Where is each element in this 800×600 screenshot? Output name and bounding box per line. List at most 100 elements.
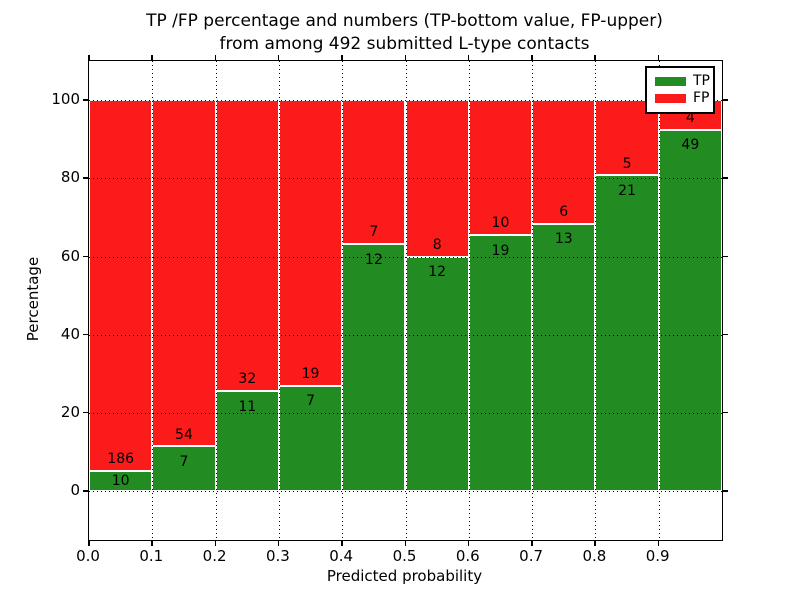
gridline-v — [595, 61, 597, 540]
bar-label-tp: 11 — [238, 398, 257, 415]
legend: TP FP — [645, 66, 715, 114]
bar-label-fp: 8 — [432, 236, 442, 253]
bar-label-fp: 7 — [369, 224, 379, 241]
bar-segment-tp — [532, 223, 596, 492]
legend-label-tp: TP — [693, 73, 710, 89]
y-tick — [83, 411, 88, 414]
chart-title: TP /FP percentage and numbers (TP-bottom… — [88, 10, 721, 56]
gridline-v — [405, 61, 407, 540]
x-tick-label: 0.7 — [519, 547, 544, 565]
gridline-v — [152, 61, 154, 540]
y-tick — [83, 490, 88, 492]
x-tick-top — [341, 55, 343, 60]
bar-label-fp: 32 — [238, 371, 257, 388]
bar-label-fp: 10 — [491, 215, 510, 232]
y-tick-right — [722, 177, 728, 179]
bar-segment-fp — [278, 100, 343, 386]
x-tick-top — [467, 55, 470, 60]
y-tick-label: 80 — [60, 168, 80, 187]
x-tick — [151, 540, 153, 546]
plot-area: 10 186 7 54 11 32 7 19 12 7 12 8 19 10 13 6 21 5 49 4 — [88, 60, 723, 541]
bar-label-fp: 186 — [107, 451, 135, 468]
legend-entry-tp: TP — [655, 73, 710, 90]
x-tick-label: 0.4 — [329, 547, 354, 565]
bar-label-tp: 10 — [111, 473, 130, 490]
chart-title-line2: from among 492 submitted L-type contacts — [219, 34, 590, 54]
x-tick-top — [657, 55, 660, 60]
bar-label-fp: 6 — [559, 203, 569, 220]
grid-layer — [89, 61, 722, 540]
y-tick — [83, 255, 88, 257]
y-tick — [83, 333, 88, 336]
bar-label-fp: 19 — [301, 366, 320, 383]
gridline-v — [532, 61, 534, 540]
bar-labels-layer: 10 186 7 54 11 32 7 19 12 7 12 8 19 10 13 6 21 5 49 4 — [89, 61, 722, 540]
x-tick-label: 0.3 — [265, 547, 290, 565]
legend-swatch-tp — [655, 77, 686, 86]
bar-segment-fp — [89, 100, 153, 472]
y-tick-label: 40 — [60, 324, 80, 343]
x-tick-label: 0.2 — [202, 547, 227, 565]
y-tick-label: 20 — [60, 402, 80, 421]
y-tick-label: 0 — [70, 481, 80, 500]
y-tick-right — [722, 411, 728, 414]
x-tick-top — [404, 55, 406, 60]
bar-label-tp: 7 — [306, 393, 315, 410]
gridline-v — [278, 61, 280, 540]
x-tick-top — [151, 55, 153, 60]
bar-segment-tp — [89, 471, 153, 492]
bar-label-fp: 54 — [175, 426, 193, 443]
x-tick — [467, 540, 470, 546]
bar-segment-tp — [658, 129, 722, 492]
x-tick-top — [214, 55, 217, 60]
x-tick — [277, 540, 280, 546]
bar-segment-fp — [152, 100, 216, 447]
bar-segment-tp — [405, 256, 469, 492]
y-tick-label: 100 — [51, 90, 80, 109]
bar-label-tp: 49 — [681, 137, 700, 154]
x-tick-label: 0.5 — [392, 547, 417, 565]
x-tick — [531, 540, 533, 546]
x-tick-top — [277, 55, 280, 60]
x-tick — [88, 540, 90, 546]
bar-label-fp: 5 — [622, 155, 632, 172]
x-tick-label: 0.0 — [76, 547, 100, 565]
chart-title-line1: TP /FP percentage and numbers (TP-bottom… — [146, 11, 663, 31]
bar-label-tp: 13 — [554, 231, 573, 248]
bar-segment-fp — [532, 100, 596, 224]
x-tick — [404, 540, 406, 546]
x-tick-top — [594, 55, 596, 60]
x-tick — [214, 540, 217, 546]
bar-label-tp: 7 — [179, 453, 189, 470]
bar-label-tp: 21 — [618, 182, 636, 199]
gridline-v — [658, 61, 660, 540]
x-tick-top — [88, 55, 90, 60]
y-tick — [83, 177, 88, 179]
x-tick-label: 0.6 — [455, 547, 480, 565]
x-axis-label: Predicted probability — [326, 567, 483, 585]
legend-swatch-fp — [655, 94, 686, 103]
x-tick-label: 0.8 — [582, 547, 607, 565]
x-tick — [657, 540, 660, 546]
gridline-v — [342, 61, 344, 540]
x-tick — [594, 540, 596, 546]
bar-label-tp: 12 — [428, 264, 447, 281]
y-tick-right — [722, 490, 728, 492]
bar-segment-tp — [152, 446, 216, 492]
gridline-v — [215, 61, 217, 540]
y-tick-label: 60 — [60, 246, 80, 265]
y-tick-right — [722, 99, 728, 101]
bar-segment-tp — [468, 234, 533, 492]
x-tick-label: 0.1 — [139, 547, 164, 565]
x-tick-top — [531, 55, 533, 60]
y-tick — [83, 99, 88, 101]
gridline-v — [468, 61, 470, 540]
legend-label-fp: FP — [693, 90, 710, 106]
legend-entry-fp: FP — [655, 90, 710, 107]
bar-label-fp: 4 — [685, 109, 695, 126]
bar-label-tp: 19 — [491, 242, 510, 259]
bar-label-tp: 12 — [364, 251, 383, 268]
x-tick — [341, 540, 343, 546]
y-tick-right — [722, 333, 728, 336]
